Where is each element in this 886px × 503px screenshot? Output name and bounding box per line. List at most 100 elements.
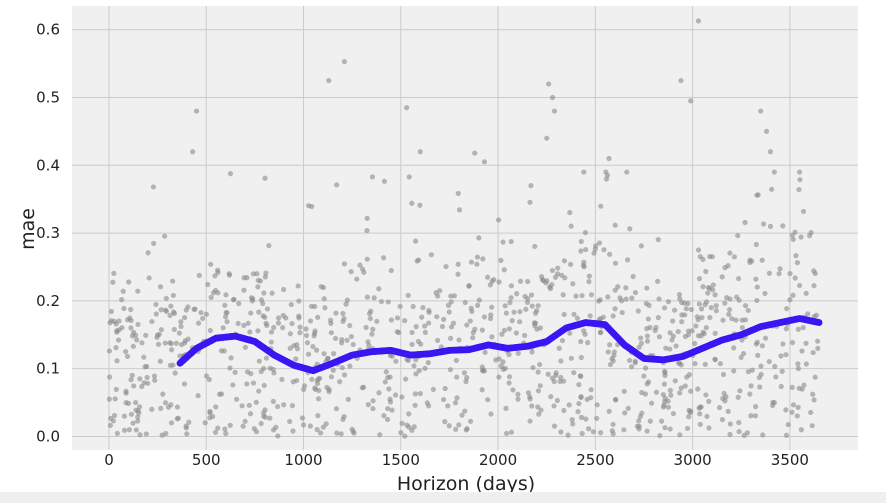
scatter-point <box>246 402 252 408</box>
scatter-point <box>549 267 556 274</box>
scatter-point <box>173 340 179 346</box>
scatter-point <box>348 333 355 340</box>
scatter-point <box>500 239 506 245</box>
scatter-point <box>758 371 764 377</box>
scatter-point <box>178 319 184 325</box>
scatter-point <box>515 350 521 356</box>
scatter-point <box>803 290 809 296</box>
scatter-point <box>365 339 371 345</box>
scatter-point <box>389 407 395 413</box>
scatter-point <box>578 354 584 361</box>
scatter-point <box>385 299 391 305</box>
scatter-point <box>330 367 336 373</box>
scatter-point <box>254 271 260 277</box>
scatter-point <box>527 418 533 424</box>
scatter-point <box>632 360 638 366</box>
scatter-point <box>168 420 175 426</box>
scatter-point <box>800 208 807 215</box>
scatter-point <box>645 316 651 322</box>
scatter-point <box>416 257 422 263</box>
scatter-point <box>172 370 178 376</box>
scatter-point <box>683 306 689 312</box>
scatter-point <box>551 378 557 385</box>
scatter-point <box>139 340 145 346</box>
scatter-point <box>409 341 415 347</box>
scatter-point <box>132 399 139 406</box>
scatter-point <box>221 348 227 354</box>
scatter-point <box>783 432 790 438</box>
scatter-point <box>612 222 618 228</box>
scatter-point <box>745 307 751 314</box>
scatter-point <box>463 378 469 385</box>
scatter-point <box>417 391 423 397</box>
scatter-point <box>588 395 594 401</box>
scatter-point <box>482 349 488 355</box>
scatter-point <box>667 330 673 336</box>
scatter-point <box>517 319 523 325</box>
scatter-point <box>289 320 295 327</box>
scatter-point <box>196 272 202 278</box>
scatter-point <box>347 322 353 329</box>
scatter-point <box>568 223 574 229</box>
scatter-point <box>310 343 316 350</box>
scatter-point <box>275 433 281 439</box>
scatter-point <box>787 270 793 277</box>
scatter-point <box>771 169 777 175</box>
scatter-point <box>779 368 785 374</box>
scatter-point <box>200 315 206 322</box>
scatter-point <box>207 410 213 416</box>
scatter-point <box>263 320 269 326</box>
scatter-point <box>114 358 120 364</box>
scatter-point <box>405 292 411 298</box>
scatter-point <box>636 344 642 350</box>
scatter-point <box>586 279 592 285</box>
scatter-point <box>369 331 375 337</box>
scatter-point <box>324 384 330 391</box>
scatter-point <box>144 363 150 370</box>
scatter-point <box>558 358 564 364</box>
scatter-point <box>321 351 327 357</box>
scatter-point <box>629 295 635 301</box>
scatter-point <box>579 430 585 437</box>
scatter-point <box>167 362 173 368</box>
scatter-point <box>228 355 234 361</box>
y-tick-label: 0.2 <box>36 292 60 310</box>
y-tick-label: 0.5 <box>36 89 60 107</box>
scatter-point <box>561 258 568 264</box>
scatter-point <box>364 215 370 221</box>
scatter-point <box>511 309 517 315</box>
scatter-point <box>487 282 493 288</box>
scatter-point <box>752 404 759 410</box>
scatter-point <box>638 340 645 346</box>
scatter-point <box>612 260 619 266</box>
scatter-point <box>452 400 459 406</box>
scatter-point <box>571 370 577 376</box>
scatter-point <box>527 199 533 205</box>
scatter-point <box>656 296 662 302</box>
scatter-point <box>287 331 293 337</box>
scatter-point <box>344 337 350 343</box>
scatter-point <box>399 420 405 427</box>
scatter-point <box>442 385 448 392</box>
scatter-point <box>402 433 408 439</box>
scatter-point <box>797 282 803 289</box>
scatter-point <box>735 232 741 239</box>
scatter-point <box>618 298 625 304</box>
scatter-point <box>323 421 329 427</box>
scatter-point <box>289 403 295 409</box>
scatter-point <box>703 392 709 398</box>
scatter-point <box>523 306 529 312</box>
scatter-point <box>322 305 328 311</box>
scatter-point <box>557 378 563 385</box>
scatter-point <box>376 286 382 292</box>
scatter-point <box>610 313 616 319</box>
scatter-point <box>123 390 129 396</box>
scatter-point <box>435 293 441 299</box>
scatter-point <box>315 413 321 419</box>
scatter-point <box>110 279 116 285</box>
scatter-point <box>622 410 628 416</box>
scatter-point <box>222 302 228 308</box>
scatter-point <box>707 314 713 321</box>
scatter-point <box>280 325 286 331</box>
scatter-point <box>785 421 791 428</box>
